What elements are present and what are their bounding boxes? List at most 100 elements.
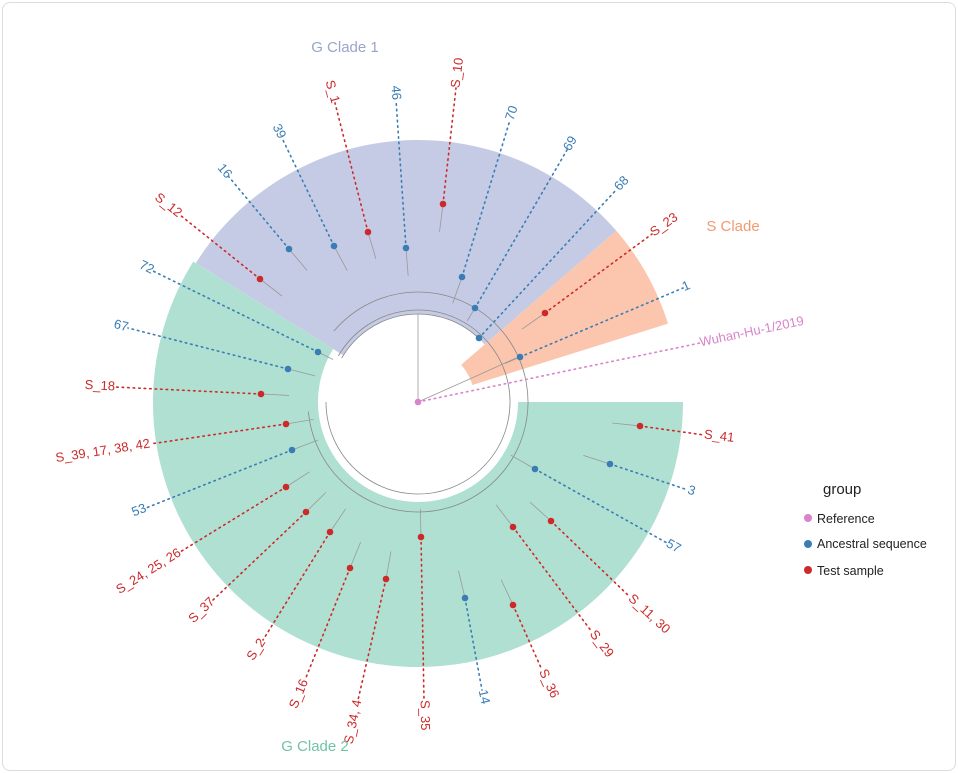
legend-label-ancestral: Ancestral sequence	[817, 537, 927, 551]
branch	[529, 502, 552, 522]
tip-label: S_39, 17, 38, 42	[54, 436, 151, 466]
branch	[291, 439, 319, 451]
branch	[288, 248, 308, 271]
tip-connector	[478, 188, 618, 339]
clade-region-g-clade-2	[153, 261, 683, 667]
tip-label: S_37	[185, 594, 217, 626]
clade-label-g-clade-1: G Clade 1	[311, 39, 379, 56]
branch	[260, 393, 289, 396]
tip-label: S_41	[703, 426, 735, 444]
tip-node	[282, 483, 290, 491]
clade-label-s-clade: S Clade	[706, 218, 759, 235]
tip-connector	[334, 102, 369, 233]
tip-node	[257, 390, 265, 398]
tip-connector	[464, 597, 483, 691]
tip-node	[417, 533, 425, 541]
tip-node	[330, 242, 338, 250]
tip-label: 39	[270, 121, 290, 141]
tip-node	[439, 200, 447, 208]
tip-node	[326, 528, 334, 536]
tip-label: 53	[129, 500, 148, 519]
tip-connector	[550, 520, 631, 598]
branch	[583, 455, 611, 465]
tip-node	[606, 460, 614, 468]
tip-node	[531, 465, 539, 473]
tip-node	[364, 228, 372, 236]
tip-label: 46	[389, 85, 405, 101]
tip-connector	[149, 423, 287, 445]
tip-label: 70	[502, 104, 521, 122]
tip-label: 1	[680, 277, 693, 294]
tip-connector	[534, 468, 668, 544]
branch	[305, 492, 327, 513]
tip-connector	[512, 526, 593, 633]
tip-node	[284, 365, 292, 373]
tip-label: S_12	[152, 190, 185, 221]
legend: group Reference Ancestral sequence Test …	[804, 481, 927, 578]
branch	[521, 312, 546, 330]
tip-label: S_10	[447, 57, 466, 89]
tip-connector	[262, 531, 331, 641]
branch	[500, 579, 514, 606]
branch	[452, 276, 463, 304]
tip-label: 72	[137, 257, 157, 277]
tip-connector	[212, 511, 307, 601]
legend-swatch-ancestral	[804, 540, 812, 548]
tip-connector	[145, 449, 293, 509]
tip-connector	[357, 578, 387, 701]
tip-label: 3	[686, 482, 698, 499]
tip-node	[461, 594, 469, 602]
branch	[367, 231, 377, 259]
tip-node	[509, 601, 517, 609]
tip-connector	[304, 567, 351, 681]
tip-connector	[512, 604, 543, 671]
tip-node	[302, 508, 310, 516]
branch	[495, 504, 514, 528]
tip-label: S_24, 25, 26	[113, 545, 183, 597]
tip-connector	[639, 425, 705, 436]
tip-label: S_2	[243, 635, 268, 663]
tip-label: S_16	[286, 677, 311, 711]
tip-label: S_18	[84, 377, 115, 393]
tip-connector	[519, 287, 684, 358]
tip-label: S_35	[418, 700, 434, 731]
branch	[419, 508, 422, 538]
branch-arc-g-clade-2	[325, 309, 511, 495]
tip-connector	[281, 137, 335, 247]
tip-node	[414, 398, 422, 406]
branch	[385, 551, 392, 580]
tip-label: S_29	[587, 627, 617, 660]
tip-connector	[179, 214, 261, 280]
tip-connector	[420, 536, 425, 701]
tip-node	[547, 517, 555, 525]
legend-swatch-test-sample	[804, 566, 812, 574]
branch	[329, 508, 347, 533]
tip-node	[346, 564, 354, 572]
tip-node	[402, 244, 410, 252]
tip-node	[475, 334, 483, 342]
branch	[333, 245, 348, 271]
tip-label: S_23	[647, 209, 680, 239]
tip-label: S_1	[323, 78, 344, 104]
branch	[612, 422, 641, 427]
tip-connector	[179, 486, 287, 553]
tip-label: S_36	[536, 666, 562, 700]
tip-node	[256, 275, 264, 283]
branch	[405, 247, 409, 276]
tip-label: 68	[611, 173, 632, 194]
clade-label-g-clade-2: G Clade 2	[281, 738, 349, 755]
branch	[349, 541, 361, 569]
legend-label-test-sample: Test sample	[817, 564, 884, 578]
tip-label: 16	[215, 160, 236, 181]
tip-node	[636, 422, 644, 430]
tip-node	[458, 273, 466, 281]
tip-connector	[127, 327, 289, 370]
tip-node	[285, 245, 293, 253]
tip-label: 57	[664, 536, 684, 556]
tip-node	[471, 304, 479, 312]
branch-arc-g-clade-1	[341, 313, 481, 359]
tip-label: 67	[112, 316, 130, 334]
branch	[285, 419, 314, 425]
